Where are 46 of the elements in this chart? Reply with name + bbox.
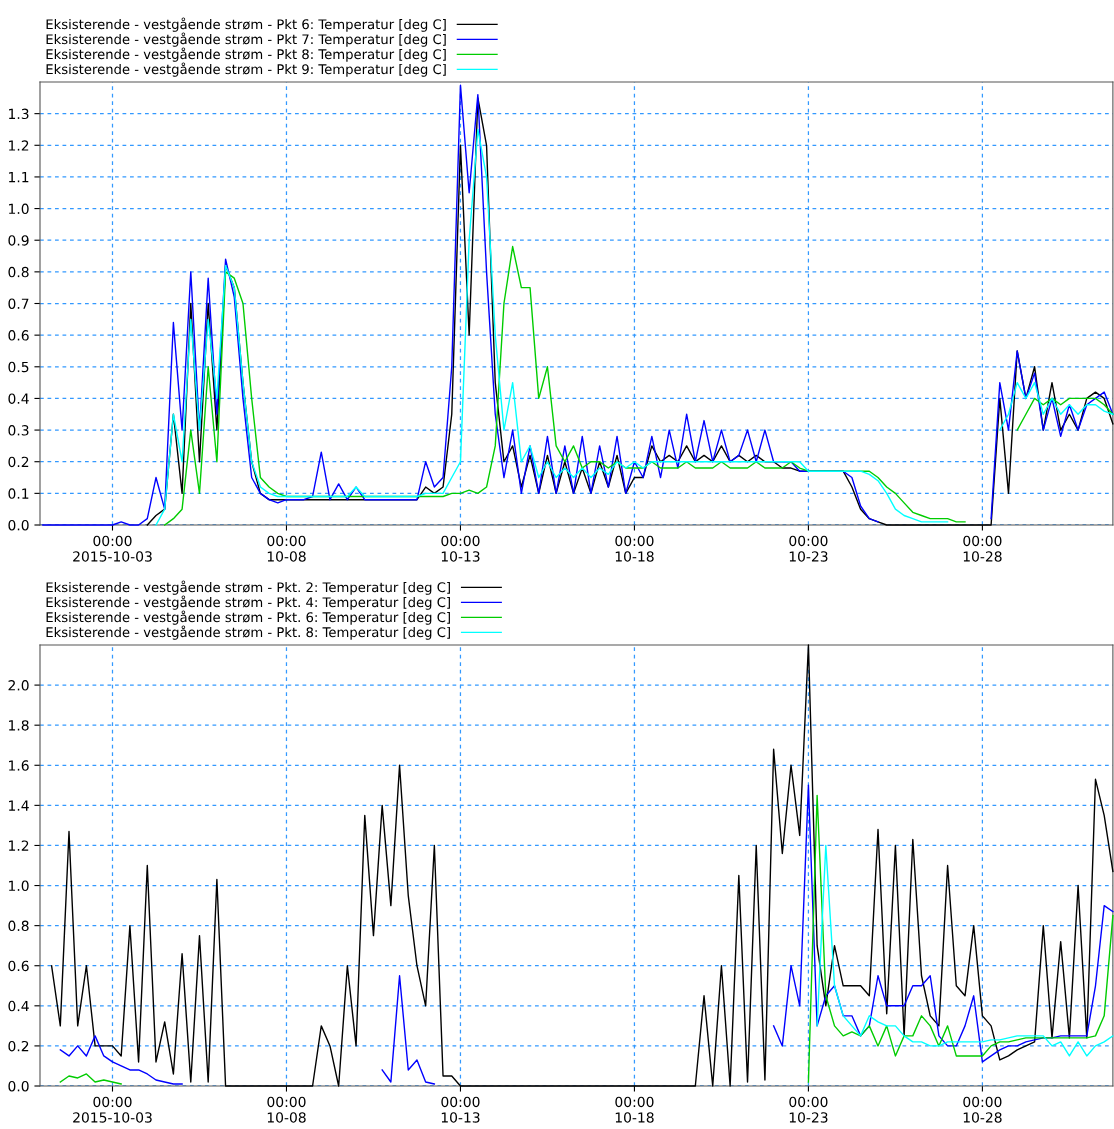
line-series [816,844,1114,1057]
legend-label: Eksisterende - vestgående strøm - Pkt 8: Temperatur [deg C] [46,47,446,62]
y-tick-label: 0.4 [8,393,29,404]
x-tick-label: 00:00 10-18 [615,1096,654,1123]
y-tick-label: 0.3 [8,425,29,436]
legend-label: Eksisterende - vestgående strøm - Pkt 6: Temperatur [deg C] [46,17,446,32]
x-tick-label: 00:00 10-18 [615,535,654,562]
y-tick-label: 0.9 [8,235,29,246]
y-tick-label: 0.8 [8,266,29,278]
y-tick-label: 2.0 [8,680,29,691]
y-tick-label: 0.8 [8,920,29,932]
y-tick-label: 1.8 [9,720,29,731]
y-tick-label: 0.7 [8,298,29,309]
y-tick-label: 0.5 [8,361,29,373]
x-tick-label: 00:00 10-08 [267,535,306,562]
legend-label: Eksisterende - vestgående strøm - Pkt. 4: Temperatur [deg C] [46,595,450,610]
y-tick-label: 0.1 [8,488,29,499]
y-tick-label: 0.0 [8,1080,29,1092]
y-tick-label: 0.6 [8,330,29,341]
legend-label: Eksisterende - vestgående strøm - Pkt 9: Temperatur [deg C] [46,62,446,77]
legend-label: Eksisterende - vestgående strøm - Pkt. 2: Temperatur [deg C] [46,580,450,595]
x-tick-label: 00:00 10-28 [963,1096,1002,1123]
y-tick-label: 0.0 [8,519,29,531]
legend-label: Eksisterende - vestgående strøm - Pkt 7: Temperatur [deg C] [46,32,446,47]
x-tick-label: 00:00 10-23 [789,1096,828,1123]
y-tick-label: 0.4 [8,1000,29,1012]
y-tick-label: 0.2 [8,456,29,468]
x-tick-label: 00:00 10-13 [441,535,480,562]
x-tick-label: 00:00 10-28 [963,535,1002,562]
y-tick-label: 1.3 [9,108,29,120]
y-tick-label: 1.1 [9,172,29,183]
y-tick-label: 0.6 [8,960,29,972]
x-tick-label: 00:00 10-08 [267,1096,306,1123]
y-tick-label: 1.0 [9,203,29,215]
legend-label: Eksisterende - vestgående strøm - Pkt. 6: Temperatur [deg C] [46,610,450,625]
x-tick-label: 00:00 10-23 [789,535,828,562]
y-tick-label: 0.2 [8,1040,29,1052]
y-tick-label: 1.0 [9,880,29,892]
y-tick-label: 1.2 [9,840,29,851]
x-tick-label: 00:00 2015-10-03 [73,535,152,562]
y-tick-label: 1.2 [9,140,29,151]
y-tick-label: 1.6 [9,760,29,771]
y-tick-label: 1.4 [9,800,29,811]
legend-label: Eksisterende - vestgående strøm - Pkt. 8: Temperatur [deg C] [46,625,450,640]
x-tick-label: 00:00 2015-10-03 [73,1096,152,1123]
x-tick-label: 00:00 10-13 [441,1096,480,1123]
